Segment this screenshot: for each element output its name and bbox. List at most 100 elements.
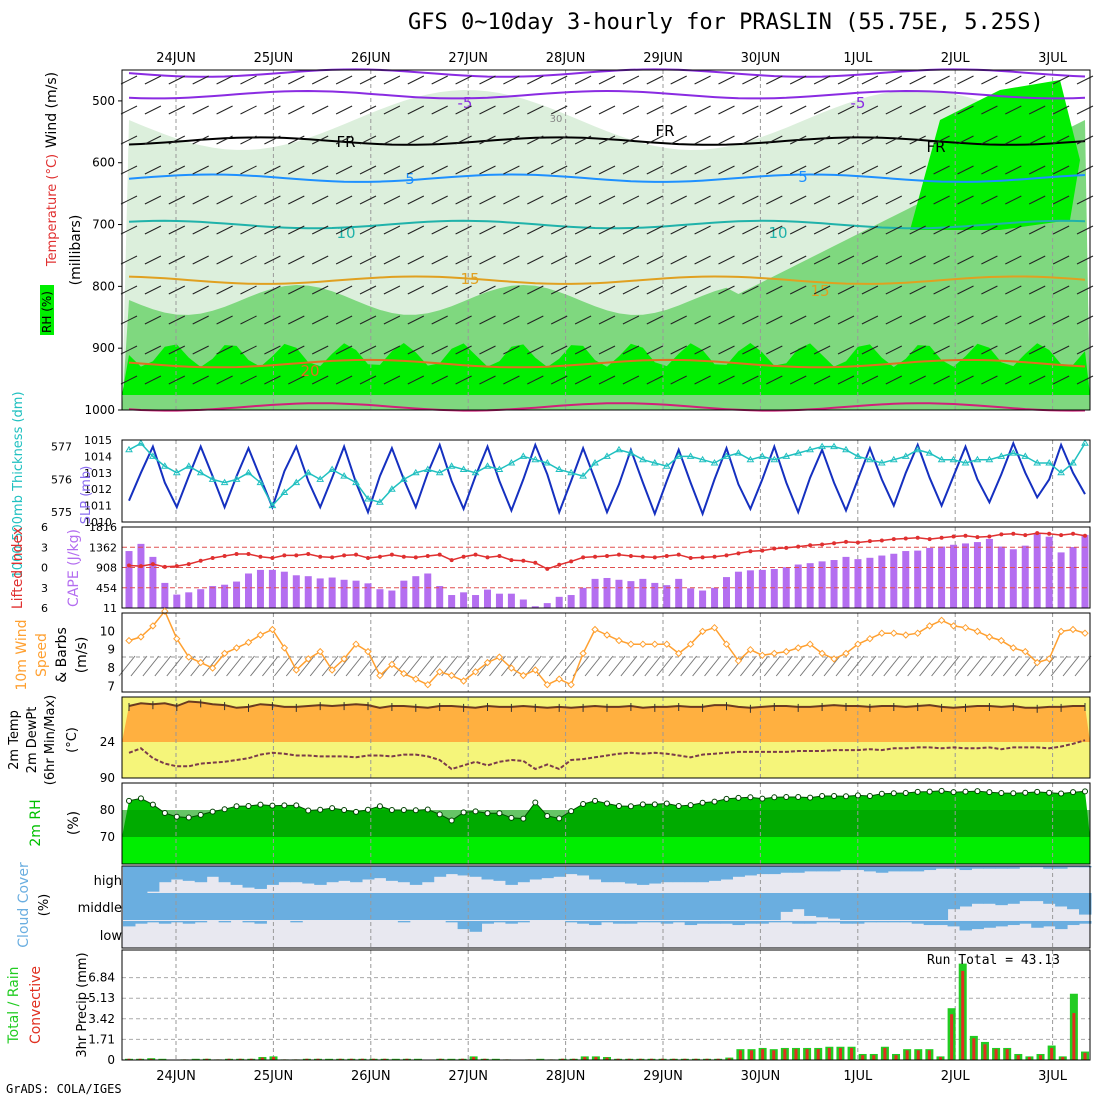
rh2m-point (520, 815, 527, 822)
rh2m-point (735, 794, 742, 801)
wind-barb (622, 225, 640, 235)
cloud-bar-high (158, 866, 172, 883)
wind-barb (909, 285, 926, 295)
cape-bar (770, 569, 778, 608)
cloud-bar-high (397, 866, 411, 883)
li-point (760, 548, 765, 553)
cloud-bar-middle (565, 893, 578, 920)
cape-bar (950, 544, 958, 608)
cape-axis-label: CAPE (J/kg) (66, 529, 82, 607)
wind-speed-point (495, 653, 504, 661)
cape-bar (627, 581, 635, 608)
cloud-bar-middle (433, 893, 447, 920)
wind-barb (837, 75, 855, 85)
wind-speed-point (1045, 655, 1053, 663)
cloud-bar-middle (421, 893, 435, 920)
rh2m-point (460, 809, 467, 816)
rh2m-point (890, 790, 897, 797)
precip-convective-bar (1005, 1049, 1009, 1060)
thickness-point (961, 459, 970, 466)
wind-speed-point (292, 666, 301, 674)
cloud-bar-middle (887, 893, 901, 920)
wind-speed-point (316, 647, 324, 656)
cape-bar (197, 589, 205, 608)
wind-barb (957, 225, 974, 235)
cloud-bar-low (899, 921, 913, 923)
cloud-bar-middle (278, 893, 291, 920)
wind-barb-10m (787, 655, 805, 677)
li-point (628, 554, 633, 559)
wind-barb (383, 375, 401, 385)
rh-contour-label: 30 (550, 114, 563, 125)
wind-barb (694, 105, 711, 115)
cloud-bar-high (971, 866, 984, 869)
wind-barb (431, 135, 448, 145)
wind-speed-point (137, 633, 145, 641)
rh2m-point (436, 811, 443, 818)
wind-speed-point (364, 647, 372, 656)
thickness-point (292, 478, 301, 486)
wind-barb (503, 135, 520, 145)
y-tick-label: 800 (92, 279, 115, 293)
li-point (306, 552, 311, 556)
wind-barb (789, 315, 807, 325)
thickness-point (280, 488, 289, 495)
wind-barb-10m (608, 655, 626, 677)
cloud-bar-middle (995, 893, 1008, 906)
cloud-bar-low (1067, 921, 1080, 926)
cloud-bar-low (804, 921, 817, 924)
rh2m-point (293, 802, 300, 809)
wind-barb (240, 75, 257, 85)
wind-barb (933, 105, 950, 115)
wind-barb (813, 105, 831, 115)
wind-barb (670, 135, 687, 145)
y-tick-label: 900 (92, 341, 115, 355)
cloud-bar-middle (589, 893, 602, 920)
wind-barb (861, 105, 879, 115)
temperature-legend-label: Temperature (°C) (45, 154, 60, 267)
cloud-bar-high (744, 866, 757, 876)
wind-barb (694, 285, 711, 295)
wind-barb-10m (835, 655, 853, 677)
wind-barb (933, 195, 950, 205)
precip-convective-bar (127, 1058, 131, 1060)
wind-barb (981, 75, 998, 85)
wind-barb (407, 165, 425, 175)
wind-barb (622, 195, 640, 205)
wind-barb (1028, 195, 1046, 205)
rh-legend-swatch (40, 285, 54, 335)
thickness-point (137, 439, 145, 446)
thickness-point (722, 452, 731, 459)
li-point (808, 543, 813, 548)
wind-barb (909, 135, 926, 145)
wind-speed-point (698, 627, 707, 636)
cloud-bar-middle (696, 893, 710, 920)
wind-barb (288, 345, 305, 355)
cloud-bar-high (672, 866, 686, 883)
wind-barb-10m (584, 655, 602, 677)
cape-bar (603, 577, 611, 608)
cloud-bar-middle (553, 893, 566, 920)
li-point (772, 546, 777, 551)
wind-barb (503, 225, 520, 235)
wind-barb-10m (692, 655, 709, 677)
li-tick-label: 6 (41, 602, 48, 615)
rh2m-point (281, 802, 288, 809)
cloud-bar-high (780, 866, 793, 873)
wind-barb (885, 255, 903, 265)
wind-barb (455, 75, 472, 85)
cloud-bar-middle (804, 893, 817, 916)
wind-barb (742, 345, 759, 355)
cloud-bar-middle (146, 893, 160, 920)
wind-barb (885, 315, 903, 325)
thickness-point (316, 475, 325, 482)
li-point (987, 534, 992, 539)
rh2m-point (878, 790, 885, 797)
wind-barb (455, 375, 472, 385)
rh2m-point (233, 803, 240, 810)
wind-barb (144, 285, 162, 295)
wind-speed-point (663, 640, 671, 648)
top-date-label: 29JUN (643, 51, 683, 66)
wind-barb (766, 285, 783, 295)
cloud-bar-high (230, 866, 244, 885)
